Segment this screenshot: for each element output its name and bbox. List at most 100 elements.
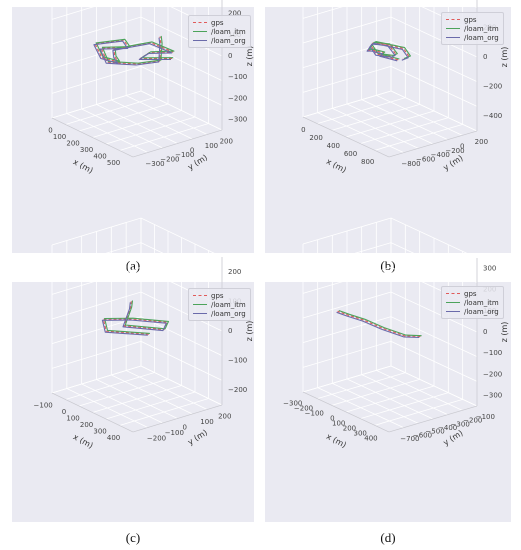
series-line-loam_itm <box>95 35 175 64</box>
grid-line <box>51 217 223 258</box>
z-tick-label: 0 <box>483 53 487 61</box>
grid-line <box>51 65 223 106</box>
legend-swatch-gps <box>446 293 460 294</box>
x-tick-label: 300 <box>80 146 93 154</box>
series-line-gps <box>102 301 168 335</box>
grid-line <box>140 90 223 131</box>
y-tick-label: 0 <box>190 146 194 154</box>
z-axis-label: z (m) <box>245 321 254 342</box>
z-axis-label: z (m) <box>245 46 254 67</box>
grid-line <box>302 340 478 382</box>
y-tick-label: −300 <box>451 420 470 428</box>
legend-label-loam-itm: /loam_itm <box>211 27 246 36</box>
legend-entry-gps: gps <box>193 18 246 27</box>
x-tick-label: 0 <box>301 126 305 134</box>
z-tick-label: −100 <box>483 349 502 357</box>
grid-line <box>317 372 406 400</box>
legend-b: gps /loam_itm /loam_org <box>441 12 504 45</box>
y-tick-label: −300 <box>145 160 164 168</box>
y-tick-label: −800 <box>401 160 420 168</box>
grid-line <box>346 103 434 145</box>
grid-line <box>96 379 178 419</box>
grid-line <box>302 217 478 259</box>
caption-c: (c) <box>125 530 141 545</box>
x-tick-label: 200 <box>343 425 356 433</box>
z-tick-label: 300 <box>483 265 496 273</box>
legend-label-loam-org: /loam_org <box>464 33 499 42</box>
grid-line <box>51 365 142 394</box>
y-tick-label: 0 <box>460 143 464 151</box>
y-tick-label: −600 <box>413 431 432 439</box>
series-line-loam_org <box>101 302 167 336</box>
z-tick-label: −300 <box>228 115 247 123</box>
legend-label-loam-itm: /loam_itm <box>464 24 499 33</box>
x-tick-label: 300 <box>354 430 367 438</box>
y-tick-label: 200 <box>220 137 233 145</box>
grid-line <box>302 90 478 132</box>
x-tick-label: 800 <box>361 158 374 166</box>
legend-swatch-loam-org <box>446 311 460 312</box>
grid-line <box>78 378 169 407</box>
plot-panel-a: 0100200300400500−300−200−100010020030020… <box>12 0 254 253</box>
x-axis-label: x (m) <box>72 432 95 450</box>
legend-entry-gps: gps <box>193 291 246 300</box>
legend-swatch-loam-itm <box>446 28 460 29</box>
y-tick-label: −600 <box>416 156 435 164</box>
grid-line <box>125 95 208 135</box>
z-tick-label: −300 <box>483 391 502 399</box>
y-tick-label: −200 <box>445 147 464 155</box>
grid-line <box>390 90 478 132</box>
grid-line <box>317 97 406 125</box>
y-tick-label: 100 <box>200 418 213 426</box>
y-tick-label: −100 <box>476 413 495 421</box>
x-tick-label: 500 <box>107 159 120 167</box>
plot-panel-b: 0200400600800−800−600−400−20002004002000… <box>265 0 511 253</box>
series-line-gps <box>337 310 421 338</box>
x-tick-label: 400 <box>107 434 120 442</box>
x-tick-label: 100 <box>53 133 66 141</box>
z-tick-label: −200 <box>483 83 502 91</box>
y-tick-label: −100 <box>165 429 184 437</box>
grid-line <box>125 370 208 410</box>
y-axis-line <box>388 130 478 158</box>
z-tick-label: −100 <box>228 73 247 81</box>
legend-label-gps: gps <box>464 15 477 24</box>
z-tick-label: 0 <box>228 52 232 60</box>
grid-line <box>331 378 420 406</box>
y-tick-label: −500 <box>425 428 444 436</box>
grid-line <box>207 0 223 8</box>
legend-entry-loam-org: /loam_org <box>193 36 246 45</box>
series-line-gps <box>367 41 410 61</box>
legend-swatch-gps <box>193 295 207 296</box>
z-tick-label: 200 <box>228 10 241 18</box>
legend-swatch-loam-org <box>193 313 207 314</box>
grid-line <box>302 365 478 407</box>
z-tick-label: 0 <box>228 327 232 335</box>
legend-a: gps /loam_itm /loam_org <box>188 15 251 48</box>
z-tick-label: 0 <box>483 328 487 336</box>
x-axis-label: x (m) <box>72 157 95 175</box>
legend-entry-loam-itm: /loam_itm <box>193 27 246 36</box>
y-axis-line <box>132 404 223 433</box>
grid-line <box>51 340 223 381</box>
z-axis-label: z (m) <box>500 47 509 68</box>
x-tick-label: 400 <box>327 142 340 150</box>
x-tick-label: 100 <box>332 420 345 428</box>
y-tick-label: −700 <box>400 435 419 443</box>
grid-line <box>390 365 478 407</box>
y-axis-line <box>132 129 223 158</box>
grid-line <box>302 41 478 83</box>
y-axis-label: y (m) <box>186 428 209 447</box>
z-tick-label: −200 <box>483 370 502 378</box>
y-tick-label: 200 <box>475 138 488 146</box>
caption-b: (b) <box>380 258 396 273</box>
z-tick-label: −200 <box>228 386 247 394</box>
legend-swatch-gps <box>193 22 207 23</box>
x-tick-label: 300 <box>93 427 106 435</box>
grid-line <box>65 97 155 125</box>
z-tick-label: −100 <box>228 357 247 365</box>
x-tick-label: 0 <box>62 408 66 416</box>
series-line-loam_itm <box>368 40 411 60</box>
legend-entry-gps: gps <box>446 289 499 298</box>
